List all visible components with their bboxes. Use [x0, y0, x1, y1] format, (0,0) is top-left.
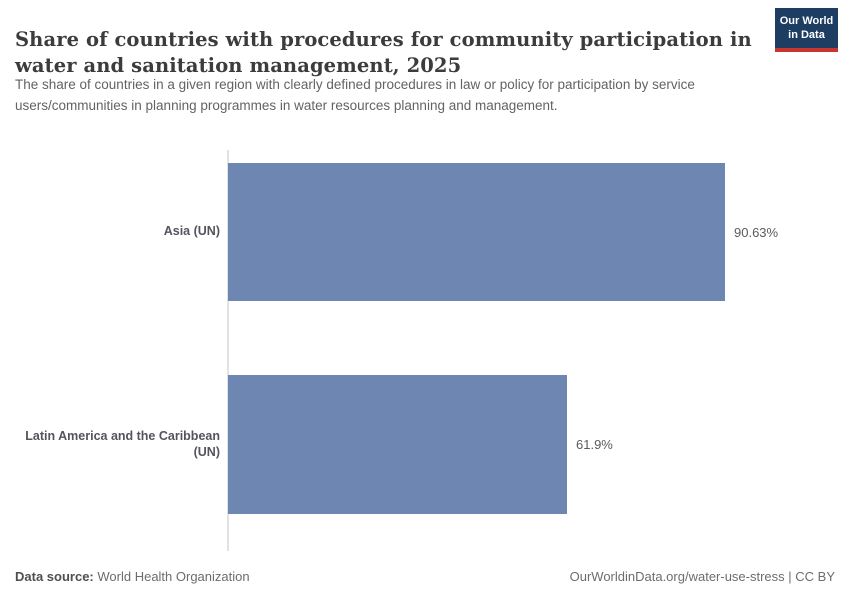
page-title: Share of countries with procedures for c… — [15, 27, 765, 80]
data-source-label: Data source: — [15, 569, 94, 584]
subtitle-line-1: The share of countries in a given region… — [15, 77, 695, 92]
subtitle-line-2: users/communities in planning programmes… — [15, 97, 558, 113]
title-line-2: water and sanitation management, 2025 — [15, 54, 462, 78]
category-label: Asia (UN) — [163, 224, 220, 239]
category-label: Latin America and the Caribbean (UN) — [25, 428, 220, 459]
owid-logo-line-1: Our World — [779, 15, 834, 27]
bar-plot-area: Asia (UN) 90.63% Latin America and the Car… — [0, 150, 850, 551]
bar-asia-un[interactable] — [228, 163, 725, 301]
attribution-link[interactable]: OurWorldinData.org/water-use-stress | CC… — [569, 569, 835, 584]
value-label: 90.63% — [734, 224, 779, 240]
y-axis-line — [227, 150, 229, 551]
chart-footer: Data source: World Health Organization O… — [15, 569, 835, 584]
bar-row: Latin America and the Caribbean (UN) 61.9% — [0, 375, 850, 514]
owid-logo-line-2: in Data — [788, 29, 825, 42]
bar-latin-america-and-the-caribbean-un[interactable] — [228, 375, 567, 514]
title-line-1: Share of countries with procedures for c… — [15, 28, 752, 52]
value-label: 61.9% — [576, 437, 613, 452]
data-source: Data source: World Health Organization — [15, 569, 250, 584]
owid-logo: Our World in Data — [775, 8, 838, 52]
data-source-value: World Health Organization — [97, 569, 250, 584]
bar-row: Asia (UN) 90.63% — [0, 163, 850, 301]
chart-subtitle: The share of countries in a given region… — [15, 75, 785, 117]
